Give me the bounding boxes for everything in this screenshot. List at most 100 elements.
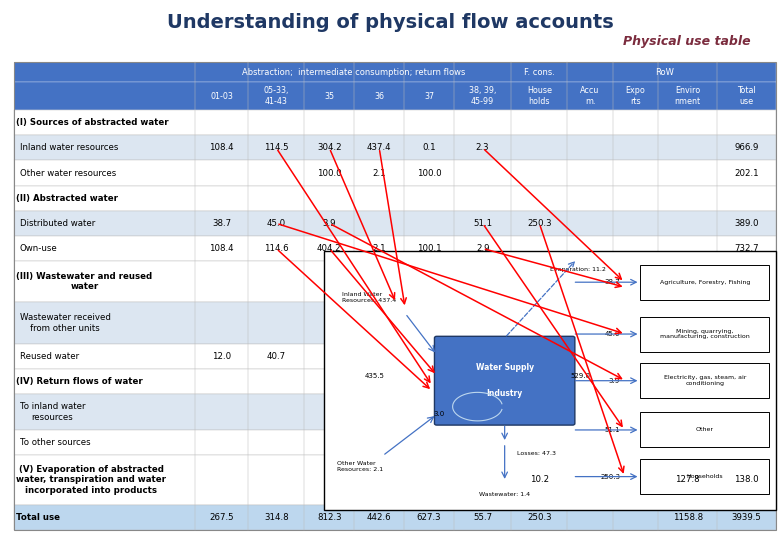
- Text: 12.0: 12.0: [212, 352, 232, 361]
- Text: 10.2: 10.2: [530, 476, 549, 484]
- Bar: [14, 110, 776, 136]
- Bar: [640, 265, 769, 300]
- Bar: [14, 261, 776, 302]
- Text: (II) Abstracted water: (II) Abstracted water: [16, 194, 119, 202]
- Bar: [14, 211, 776, 236]
- Text: House
holds: House holds: [526, 86, 551, 106]
- Text: 3.9: 3.9: [323, 219, 336, 228]
- Text: 3.9: 3.9: [608, 377, 620, 384]
- Bar: [14, 160, 776, 186]
- Text: Other Water
Resources: 2.1: Other Water Resources: 2.1: [337, 461, 384, 471]
- Bar: [14, 62, 776, 530]
- Bar: [14, 430, 776, 455]
- Text: Accu
m.: Accu m.: [580, 86, 600, 106]
- Bar: [14, 186, 776, 211]
- Text: 108.4: 108.4: [210, 144, 234, 152]
- Text: 529.0: 529.0: [570, 373, 590, 379]
- Bar: [14, 136, 776, 160]
- Text: (IV) Return flows of water: (IV) Return flows of water: [16, 377, 144, 386]
- Text: 114.5: 114.5: [264, 144, 289, 152]
- Text: 40.7: 40.7: [267, 352, 285, 361]
- Text: Inland water resources: Inland water resources: [20, 144, 118, 152]
- Text: 442.6: 442.6: [367, 513, 392, 522]
- Text: Understanding of physical flow accounts: Understanding of physical flow accounts: [167, 14, 613, 32]
- Text: 51.1: 51.1: [473, 219, 492, 228]
- Text: 1158.8: 1158.8: [672, 513, 703, 522]
- Text: 55.7: 55.7: [473, 513, 492, 522]
- Text: 100.0: 100.0: [317, 168, 342, 178]
- Text: 627.3: 627.3: [417, 513, 441, 522]
- Text: Electricity, gas, steam, air
conditioning: Electricity, gas, steam, air conditionin…: [664, 375, 746, 386]
- Text: 45.0: 45.0: [267, 219, 285, 228]
- Text: 389.0: 389.0: [734, 219, 759, 228]
- Bar: [14, 344, 776, 369]
- Bar: [14, 302, 776, 344]
- Text: F. cons.: F. cons.: [524, 68, 555, 77]
- Text: Industry: Industry: [487, 389, 523, 398]
- Text: 138.0: 138.0: [734, 476, 759, 484]
- Text: Other water resources: Other water resources: [20, 168, 115, 178]
- Bar: [14, 62, 776, 82]
- Text: (I) Sources of abstracted water: (I) Sources of abstracted water: [16, 118, 169, 127]
- Text: 100.0: 100.0: [417, 168, 441, 178]
- Text: To other sources: To other sources: [20, 438, 90, 447]
- Text: (III) Wastewater and reused
water: (III) Wastewater and reused water: [16, 272, 153, 292]
- Text: Expo
rts: Expo rts: [626, 86, 645, 106]
- Text: Total
use: Total use: [737, 86, 756, 106]
- Text: 2.3: 2.3: [476, 144, 489, 152]
- Bar: [14, 455, 776, 505]
- Text: 2.9: 2.9: [476, 244, 489, 253]
- Text: 114.6: 114.6: [264, 244, 289, 253]
- Bar: [14, 82, 776, 110]
- Text: 732.7: 732.7: [734, 244, 759, 253]
- Text: Abstraction;  intermediate consumption; return flows: Abstraction; intermediate consumption; r…: [242, 68, 465, 77]
- Text: Own-use: Own-use: [20, 244, 57, 253]
- Text: 304.2: 304.2: [317, 144, 342, 152]
- Text: 812.3: 812.3: [317, 513, 342, 522]
- Text: 2.1: 2.1: [372, 244, 386, 253]
- Text: 202.1: 202.1: [734, 168, 759, 178]
- Bar: [14, 394, 776, 430]
- Bar: [640, 316, 769, 352]
- Text: Inland Water
Resources: 437.4: Inland Water Resources: 437.4: [342, 292, 396, 303]
- Text: 267.5: 267.5: [210, 513, 234, 522]
- Text: Wastewater: 1.4: Wastewater: 1.4: [479, 492, 530, 497]
- Text: 3939.5: 3939.5: [732, 513, 761, 522]
- Text: 437.4: 437.4: [367, 144, 392, 152]
- Text: 404.2: 404.2: [317, 244, 342, 253]
- Text: Evaporation: 11.2: Evaporation: 11.2: [550, 267, 606, 272]
- Text: Enviro
nment: Enviro nment: [675, 86, 700, 106]
- Bar: [14, 236, 776, 261]
- Text: 35: 35: [324, 92, 335, 100]
- Text: 36: 36: [374, 92, 385, 100]
- Bar: [14, 369, 776, 394]
- Text: 250.3: 250.3: [527, 513, 551, 522]
- Text: 2.1: 2.1: [372, 168, 386, 178]
- Text: Households: Households: [686, 474, 723, 479]
- FancyBboxPatch shape: [434, 336, 575, 425]
- Text: 250.3: 250.3: [600, 474, 620, 480]
- Text: Wastewater received
from other units: Wastewater received from other units: [20, 314, 111, 333]
- Text: Water Supply: Water Supply: [476, 363, 534, 372]
- Bar: [14, 505, 776, 530]
- Bar: [324, 251, 776, 510]
- Bar: [640, 413, 769, 448]
- Text: To inland water
resources: To inland water resources: [20, 402, 85, 422]
- Text: 38.7: 38.7: [212, 219, 232, 228]
- Text: Agriculture, Forestry, Fishing: Agriculture, Forestry, Fishing: [660, 280, 750, 285]
- Text: 127.8: 127.8: [675, 476, 700, 484]
- Text: 05-33,
41-43: 05-33, 41-43: [264, 86, 289, 106]
- Text: (V) Evaporation of abstracted
water, transpiration and water
incorporated into p: (V) Evaporation of abstracted water, tra…: [16, 465, 166, 495]
- Text: 01-03: 01-03: [211, 92, 233, 100]
- Text: Distributed water: Distributed water: [20, 219, 94, 228]
- Text: 0.1: 0.1: [422, 144, 436, 152]
- Text: Total use: Total use: [16, 513, 60, 522]
- Bar: [640, 363, 769, 398]
- Text: 966.9: 966.9: [735, 144, 759, 152]
- Text: Physical use table: Physical use table: [622, 35, 750, 48]
- Bar: [640, 459, 769, 494]
- Text: Reused water: Reused water: [20, 352, 79, 361]
- Text: RoW: RoW: [655, 68, 675, 77]
- Text: 3.0: 3.0: [434, 411, 445, 417]
- Text: Losses: 47.3: Losses: 47.3: [517, 451, 556, 456]
